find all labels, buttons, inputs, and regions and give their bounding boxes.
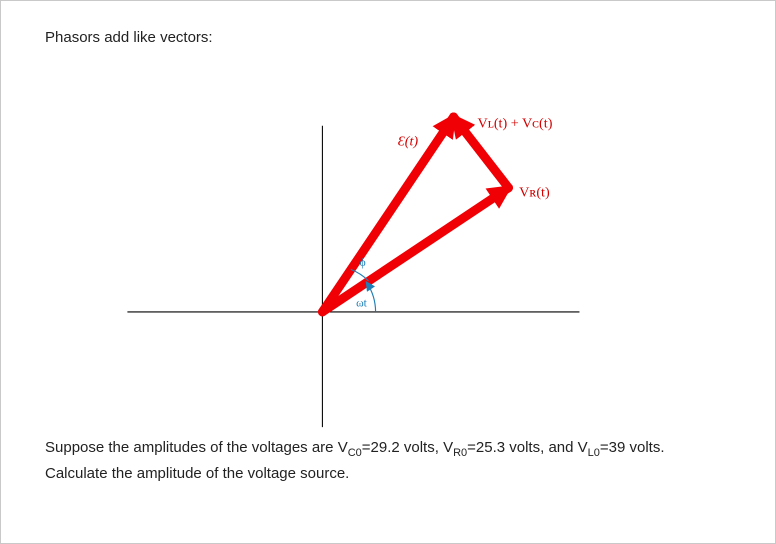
phi-arc — [351, 269, 369, 281]
vr-vector — [322, 188, 508, 312]
vlvc-label: Vʟ(t) + Vᴄ(t) — [478, 116, 553, 132]
question-text: Suppose the amplitudes of the voltages a… — [45, 436, 731, 485]
vr-label: Vʀ(t) — [519, 185, 550, 201]
phasor-svg: Ɛ(t) Vʟ(t) + Vᴄ(t) Vʀ(t) ϕ ωt — [45, 46, 731, 436]
emf-vector — [322, 117, 453, 312]
content-area: Phasors add like vectors: Ɛ(t) Vʟ(t) + Vᴄ… — [1, 1, 775, 543]
phasor-diagram: Ɛ(t) Vʟ(t) + Vᴄ(t) Vʀ(t) ϕ ωt — [45, 46, 731, 436]
heading-text: Phasors add like vectors: — [45, 29, 731, 46]
wt-label: ωt — [356, 298, 368, 310]
wt-arc — [367, 283, 376, 312]
page-frame: Phasors add like vectors: Ɛ(t) Vʟ(t) + Vᴄ… — [0, 0, 776, 544]
phi-label: ϕ — [360, 257, 366, 269]
emf-label: Ɛ(t) — [398, 133, 419, 149]
